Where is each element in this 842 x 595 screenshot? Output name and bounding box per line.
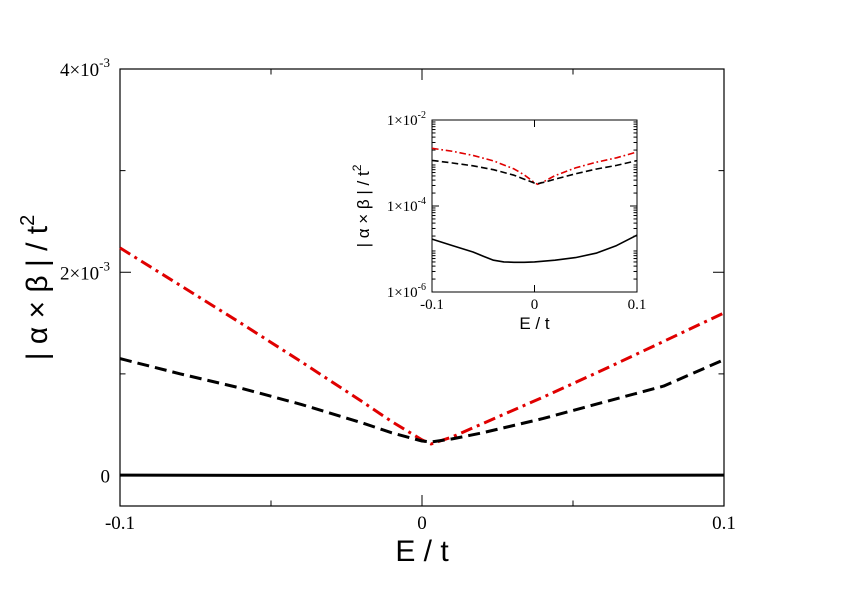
inset-y-tick-label: 1×10-2 [387,110,426,129]
inset-y-axis-title: | α × β | / t2 [350,164,373,247]
inset-series-solid [431,234,638,264]
main-y-tick-label: 4×10-3 [60,55,110,81]
main-y-tick-label: 0 [101,467,111,488]
main-x-tick-label: -0.1 [105,513,135,534]
main-series-dashed [119,357,725,444]
main-y-axis-title: | α × β | / t2 [17,215,54,361]
inset-x-tick-label: -0.1 [420,297,444,313]
inset-y-tick-label: 1×10-6 [387,282,426,301]
main-x-tick-label: 0 [417,513,427,534]
main-x-axis-title: E / t [395,535,449,568]
inset-series-dashdot [431,147,638,186]
inset-chart: -0.1 0 0.1 1×10-6 1×10-4 1×10-2 E / t | α × β |… [350,110,646,333]
main-series-dashdot [119,246,725,446]
inset-plot-frame [431,119,638,293]
main-y-tick-label: 2×10-3 [60,258,110,284]
inset-y-tick-label: 1×10-4 [387,196,426,215]
inset-x-axis-title: E / t [519,314,550,333]
main-x-tick-label: 0.1 [712,513,736,534]
inset-x-tick-label: 0 [531,297,539,313]
inset-series-dashed [431,159,638,185]
inset-x-tick-label: 0.1 [628,297,647,313]
